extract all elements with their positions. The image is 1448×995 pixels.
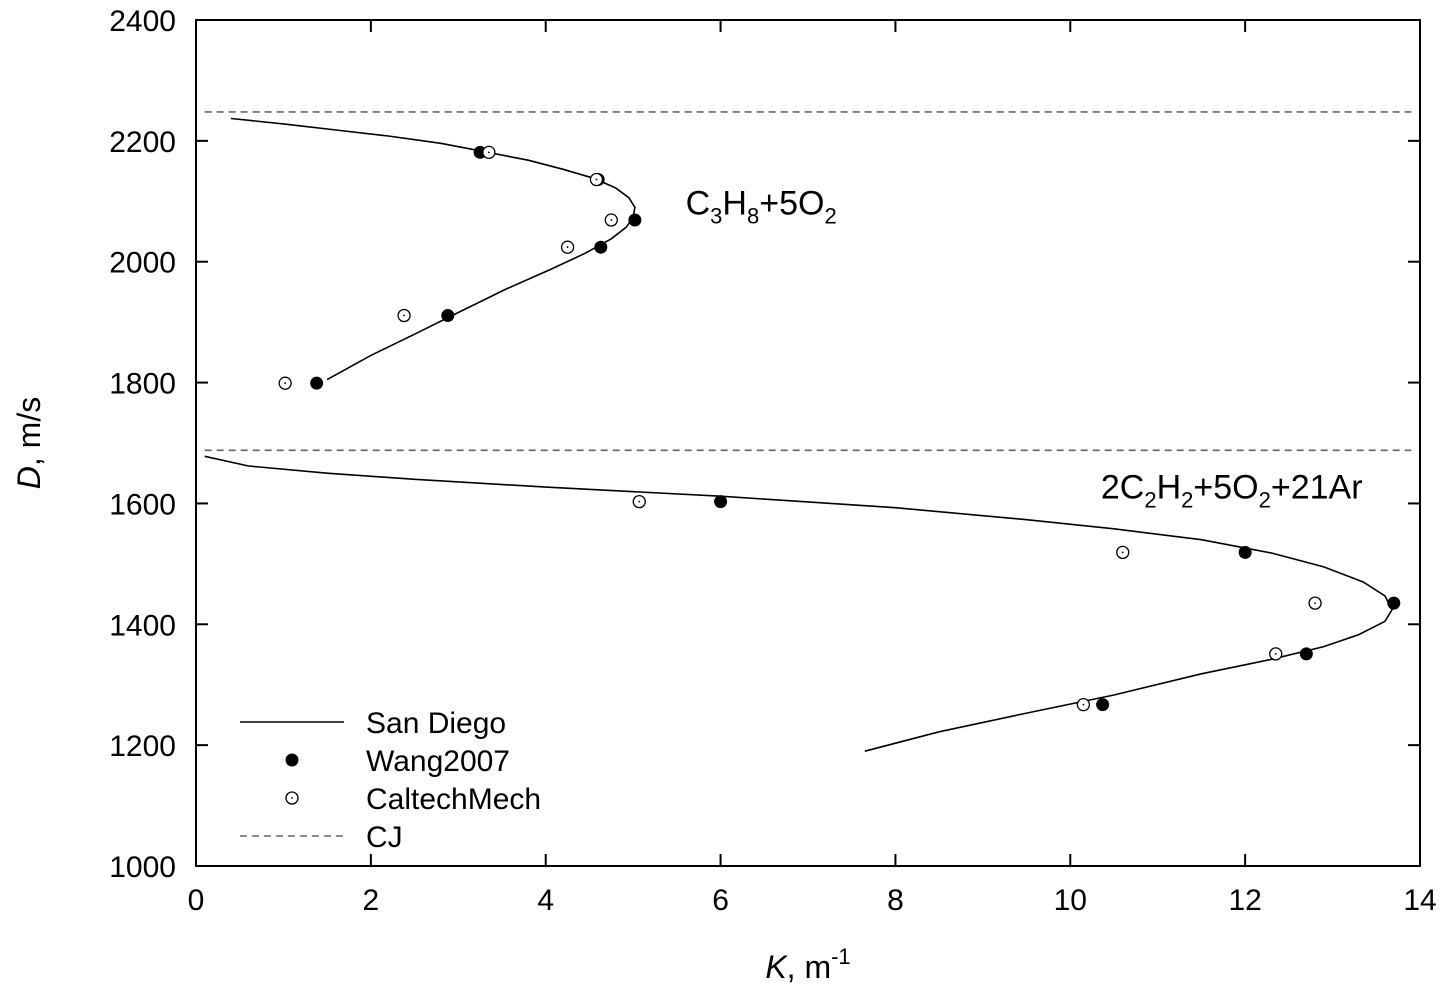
annotation-text: H: [1157, 469, 1182, 507]
legend-label-san-diego: San Diego: [366, 707, 506, 740]
x-tick-label: 6: [712, 884, 729, 917]
caltechmech-point-center: [284, 382, 287, 385]
annotation-text: +21Ar: [1271, 469, 1363, 507]
annotation-text: H: [722, 185, 747, 223]
y-tick-label: 1200: [109, 730, 176, 763]
y-axis-var: D: [11, 466, 47, 489]
y-tick-label: 2000: [109, 247, 176, 280]
y-tick-label: 1400: [109, 609, 176, 642]
x-tick-label: 4: [537, 884, 554, 917]
caltechmech-point-center: [638, 500, 641, 503]
annotation-label: 2C2H2+5O2+21Ar: [1101, 469, 1363, 513]
x-tick-label: 0: [188, 884, 205, 917]
caltechmech-point-center: [1082, 703, 1085, 706]
wang2007-point: [594, 240, 608, 254]
caltechmech-point-center: [487, 151, 490, 154]
plot-frame: [195, 19, 1421, 867]
x-axis-title: K, m-1: [765, 944, 850, 985]
annotation-label: C3H8+5O2: [686, 185, 837, 229]
series-layer: [204, 111, 1412, 752]
caltechmech-point-center: [566, 246, 569, 249]
caltechmech-point-center: [1314, 602, 1316, 605]
wang2007-point: [1387, 596, 1401, 610]
wang2007-point: [310, 376, 324, 390]
legend: San Diego Wang2007 CaltechMech CJ: [240, 707, 541, 854]
x-tick-label: 10: [1054, 884, 1087, 917]
x-axis-exp: -1: [831, 944, 851, 969]
y-tick-label: 1800: [109, 368, 176, 401]
caltechmech-point-center: [403, 314, 405, 317]
wang2007-point: [441, 308, 455, 322]
annotation-text: +5O: [759, 185, 824, 223]
annotation-subscript: 2: [824, 204, 836, 229]
y-tick-label: 2400: [109, 5, 176, 38]
x-axis-var: K: [765, 949, 788, 985]
annotation-subscript: 3: [710, 204, 722, 229]
legend-swatch-wang2007: [285, 753, 299, 767]
annotation-subscript: 2: [1144, 488, 1156, 513]
legend-swatch-caltechmech-center: [291, 797, 293, 799]
legend-label-cj: CJ: [366, 821, 403, 854]
y-axis-unit: , m/s: [11, 397, 47, 466]
axes: 0 2 4 6 8 10 12 14 1000 1200 1400 1600 1800 2000 2200 2…: [109, 5, 1436, 917]
wang2007-point: [1299, 647, 1313, 661]
legend-label-wang2007: Wang2007: [366, 745, 510, 778]
annotation-subscript: 8: [747, 204, 759, 229]
caltechmech-point-center: [595, 178, 598, 181]
x-tick-label: 14: [1403, 884, 1436, 917]
annotation-subscript: 2: [1181, 488, 1193, 513]
y-tick-label: 2200: [109, 126, 176, 159]
annotation-text: 2C: [1101, 469, 1144, 507]
caltechmech-point-center: [1121, 551, 1124, 554]
annotation-text: C: [686, 185, 711, 223]
wang2007-point: [628, 213, 642, 227]
wang2007-point: [1238, 545, 1252, 559]
caltechmech-point-center: [610, 219, 613, 221]
y-axis-title: D, m/s: [11, 397, 47, 489]
wang2007-point: [1096, 698, 1110, 712]
x-tick-label: 8: [887, 884, 904, 917]
annotation-text: +5O: [1193, 469, 1258, 507]
x-tick-label: 12: [1228, 884, 1261, 917]
caltechmech-point-center: [1274, 652, 1277, 655]
wang2007-point: [714, 495, 728, 509]
x-axis-sep: ,: [787, 949, 805, 985]
legend-label-caltechmech: CaltechMech: [366, 783, 541, 816]
x-tick-label: 2: [363, 884, 380, 917]
x-axis-unit: m: [804, 949, 831, 985]
san-diego-c3h8-line: [230, 117, 636, 381]
y-tick-label: 1000: [109, 851, 176, 884]
annotation-subscript: 2: [1259, 488, 1271, 513]
y-tick-label: 1600: [109, 488, 176, 521]
san-diego-c2h2-line: [204, 455, 1393, 752]
